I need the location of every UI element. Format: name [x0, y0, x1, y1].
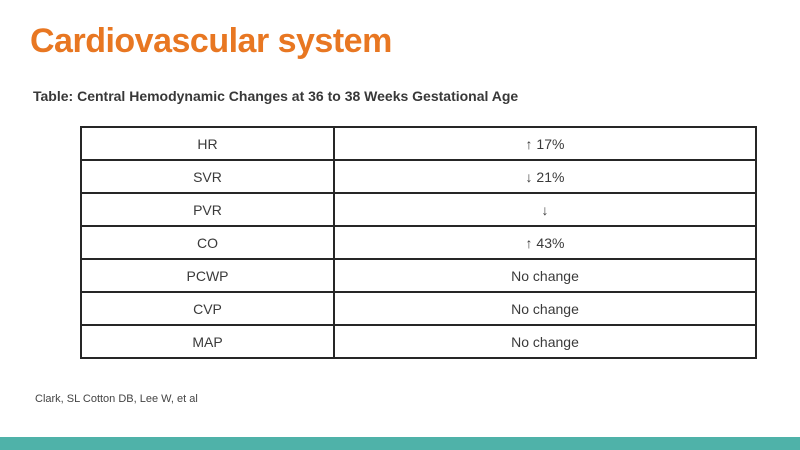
- citation-text: Clark, SL Cotton DB, Lee W, et al: [35, 393, 198, 405]
- table-row: MAP No change: [80, 324, 757, 359]
- parameter-cell: CO: [80, 225, 335, 260]
- change-cell: ↑ 43%: [333, 225, 757, 260]
- table-caption: Table: Central Hemodynamic Changes at 36…: [33, 88, 519, 104]
- table-row: PCWP No change: [80, 258, 757, 293]
- parameter-cell: PCWP: [80, 258, 335, 293]
- table-row: CO ↑ 43%: [80, 225, 757, 260]
- parameter-cell: MAP: [80, 324, 335, 359]
- change-cell: No change: [333, 324, 757, 359]
- change-cell: ↑ 17%: [333, 126, 757, 161]
- table-row: PVR ↓: [80, 192, 757, 227]
- slide-title: Cardiovascular system: [30, 22, 392, 60]
- parameter-cell: HR: [80, 126, 335, 161]
- table-row: CVP No change: [80, 291, 757, 326]
- change-cell: ↓ 21%: [333, 159, 757, 194]
- change-cell: No change: [333, 291, 757, 326]
- parameter-cell: SVR: [80, 159, 335, 194]
- parameter-cell: CVP: [80, 291, 335, 326]
- parameter-cell: PVR: [80, 192, 335, 227]
- footer-accent-bar: [0, 437, 800, 450]
- change-cell: No change: [333, 258, 757, 293]
- change-cell: ↓: [333, 192, 757, 227]
- table-row: HR ↑ 17%: [80, 126, 757, 161]
- hemodynamics-table: HR ↑ 17% SVR ↓ 21% PVR ↓ CO ↑ 43% PCWP N…: [80, 126, 757, 359]
- table-row: SVR ↓ 21%: [80, 159, 757, 194]
